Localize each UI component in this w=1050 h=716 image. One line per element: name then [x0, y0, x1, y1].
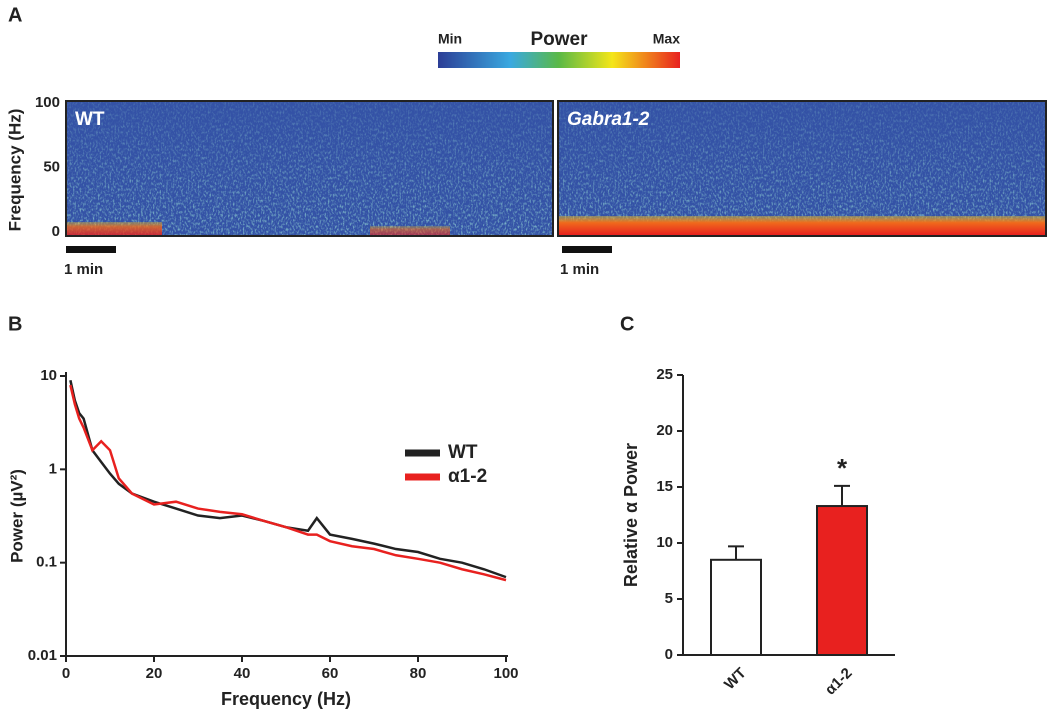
- y-tick-label: 10: [656, 534, 673, 551]
- axis: [65, 372, 508, 657]
- y-tick-label: 15: [656, 478, 673, 495]
- y-tick-label: 0.01: [28, 647, 57, 664]
- y-tick-label: 0: [52, 223, 60, 240]
- panel-label: B: [8, 313, 22, 335]
- scale-bar-label: 1 min: [560, 261, 599, 278]
- x-tick-label: WT: [721, 665, 750, 694]
- x-tick-label: 60: [322, 665, 339, 682]
- legend-label: WT: [448, 442, 478, 463]
- legend-label: α1-2: [448, 466, 487, 487]
- y-tick-label: 0.1: [36, 554, 57, 571]
- x-tick-label: 0: [62, 665, 70, 682]
- x-tick-label: α1-2: [822, 665, 856, 699]
- x-tick-label: 80: [410, 665, 427, 682]
- bar: [710, 558, 762, 656]
- y-axis-title: Power (µV²): [7, 469, 26, 563]
- y-tick-label: 0: [665, 646, 673, 663]
- x-tick-label: 100: [493, 665, 518, 682]
- panel-label: C: [620, 313, 634, 335]
- x-tick-label: 20: [146, 665, 163, 682]
- y-tick-label: 20: [656, 422, 673, 439]
- annotation: *: [837, 453, 848, 483]
- x-axis-title: Frequency (Hz): [221, 689, 351, 709]
- y-tick-label: 5: [665, 590, 673, 607]
- spectrogram-title: Gabra1-2: [567, 109, 650, 130]
- scale-bar-label: 1 min: [64, 261, 103, 278]
- colorbar-title: Power: [530, 29, 588, 50]
- spectrogram-title: WT: [75, 109, 105, 130]
- y-axis-title: Frequency (Hz): [5, 109, 24, 232]
- y-tick-label: 1: [49, 460, 57, 477]
- colorbar-min: Min: [438, 31, 462, 47]
- bar: [816, 505, 868, 657]
- y-axis-title: Relative α Power: [621, 443, 641, 587]
- colorbar-max: Max: [653, 31, 680, 47]
- spectrogram-art: [65, 52, 1047, 253]
- y-tick-label: 10: [40, 367, 57, 384]
- series-line: [69, 380, 507, 579]
- x-tick-label: 40: [234, 665, 251, 682]
- y-tick-label: 50: [43, 158, 60, 175]
- y-tick-label: 25: [656, 366, 673, 383]
- panel-label: A: [8, 4, 22, 26]
- series-line: [69, 384, 507, 582]
- y-tick-label: 100: [35, 94, 60, 111]
